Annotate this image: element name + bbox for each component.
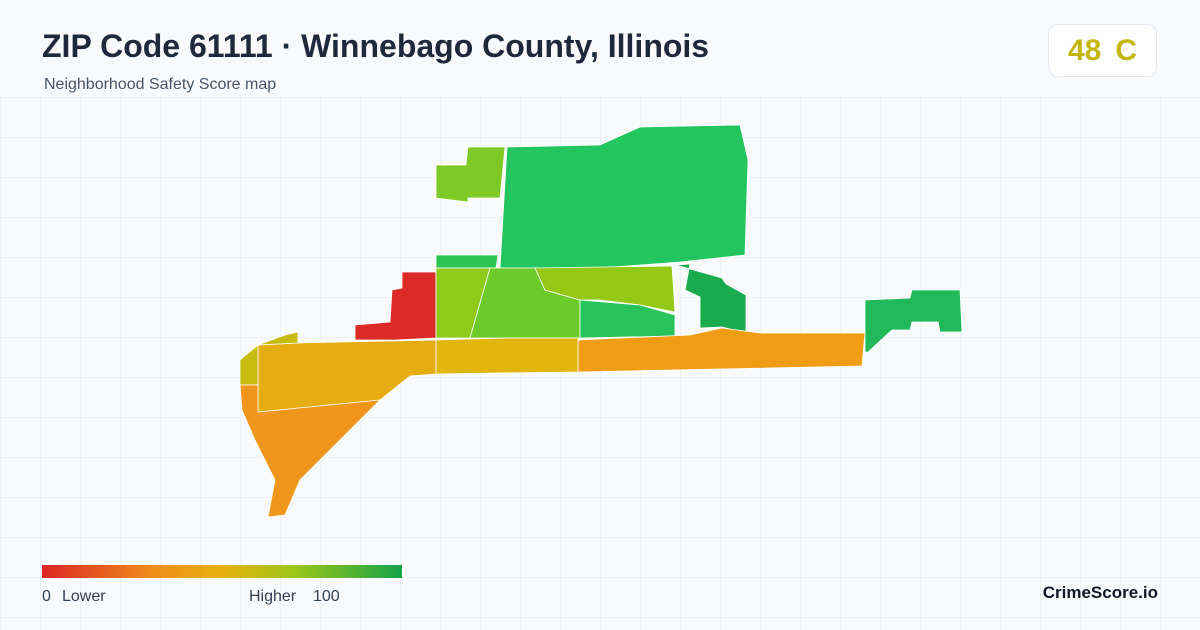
legend-gradient — [42, 565, 402, 578]
subtitle: Neighborhood Safety Score map — [44, 76, 277, 93]
area — [864, 289, 963, 353]
brand: CrimeScore.io — [1042, 583, 1158, 602]
score-box: 48 C — [1048, 24, 1157, 77]
area — [534, 265, 676, 313]
area — [675, 263, 747, 334]
area — [579, 299, 676, 339]
area — [499, 124, 749, 269]
area — [435, 337, 579, 375]
area — [239, 384, 382, 518]
neighborhoods — [239, 124, 963, 518]
legend-min-label: Lower — [62, 588, 106, 605]
legend-min: 0 — [42, 588, 51, 605]
title: ZIP Code 61111 · Winnebago County, Illin… — [42, 28, 710, 64]
area — [577, 327, 866, 373]
area — [435, 146, 506, 203]
area — [435, 254, 499, 269]
legend-max: 100 — [313, 588, 340, 605]
score-value: 48 — [1067, 33, 1102, 67]
score-grade: C — [1115, 33, 1138, 67]
legend-max-label: Higher — [249, 588, 297, 605]
